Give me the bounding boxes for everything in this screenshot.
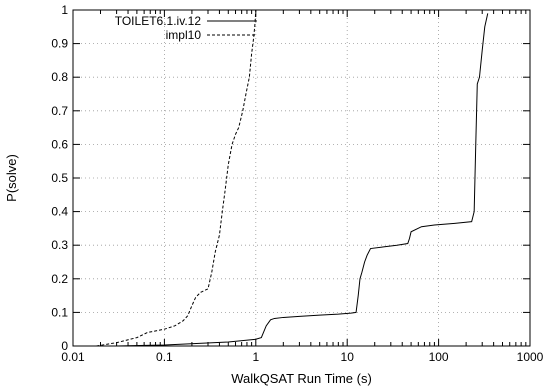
series-line-impl10 [96, 9, 257, 347]
x-tick-label: 1000 [517, 350, 544, 364]
x-tick-label: 100 [429, 350, 449, 364]
x-tick-label: 0.1 [156, 350, 173, 364]
y-tick-label: 0.6 [51, 137, 68, 151]
x-tick-label: 10 [341, 350, 355, 364]
y-axis-label: P(solve) [4, 154, 19, 202]
x-tick-label: 0.01 [61, 350, 85, 364]
x-tick-label: 1 [252, 350, 259, 364]
x-axis-label: WalkQSAT Run Time (s) [231, 371, 372, 386]
y-tick-label: 0.5 [51, 171, 68, 185]
y-tick-label: 0.8 [51, 70, 68, 84]
ticks: 0.01 0.1 1 10 100 1000 0 0.1 0.2 0.3 0.4 0.5 0.6 0.7 0… [51, 3, 543, 364]
legend-label: TOILET6.1.iv.12 [115, 14, 202, 28]
y-tick-label: 0.9 [51, 37, 68, 51]
y-tick-label: 0.1 [51, 305, 68, 319]
legend-label: impl10 [166, 28, 202, 42]
series-layer [96, 9, 489, 347]
y-tick-label: 0.7 [51, 104, 68, 118]
series-line-toilet6-1-iv-12 [116, 13, 489, 347]
y-tick-label: 0.3 [51, 238, 68, 252]
y-tick-label: 0.4 [51, 205, 68, 219]
grid [73, 10, 530, 346]
y-tick-label: 0 [61, 339, 68, 353]
y-tick-label: 0.2 [51, 272, 68, 286]
y-tick-label: 1 [61, 3, 68, 17]
